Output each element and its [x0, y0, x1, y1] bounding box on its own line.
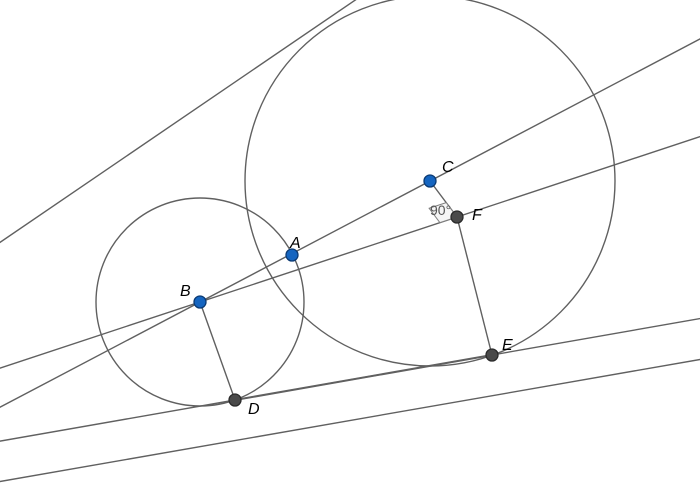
label-C: C	[442, 159, 454, 176]
label-B: B	[180, 283, 191, 300]
segment-BD	[200, 302, 235, 400]
line-BF-top-tangent	[0, 0, 700, 501]
point-E[interactable]	[486, 349, 498, 361]
point-D[interactable]	[229, 394, 241, 406]
far-bottom-parallel	[0, 356, 700, 485]
label-E: E	[502, 337, 513, 354]
label-D: D	[248, 401, 260, 418]
tangent-DE-bottom	[0, 10, 700, 501]
segment-DE-strong	[235, 355, 492, 400]
angle-label-90: 90°	[430, 202, 451, 218]
point-C[interactable]	[424, 175, 436, 187]
line-BC-through-A	[0, 0, 700, 501]
point-F[interactable]	[451, 211, 463, 223]
label-F: F	[472, 207, 483, 224]
top-outer-tangent	[0, 0, 370, 256]
point-B[interactable]	[194, 296, 206, 308]
label-A: A	[289, 235, 301, 252]
segment-FE	[457, 217, 492, 355]
